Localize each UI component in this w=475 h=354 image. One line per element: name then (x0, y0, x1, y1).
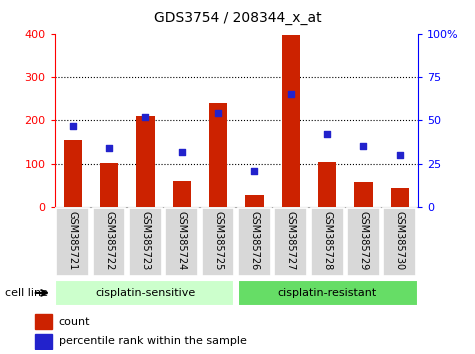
Text: GSM385725: GSM385725 (213, 211, 223, 270)
FancyBboxPatch shape (57, 209, 89, 276)
Text: GSM385728: GSM385728 (322, 211, 332, 270)
Bar (354, 182, 372, 207)
Bar (136, 116, 154, 207)
Bar (35, 334, 52, 348)
Point (69, 123, 76, 129)
Text: GSM385729: GSM385729 (359, 211, 369, 270)
Bar (35, 314, 52, 329)
FancyBboxPatch shape (238, 209, 271, 276)
Point (396, 152, 404, 158)
FancyBboxPatch shape (383, 209, 416, 276)
Text: GSM385721: GSM385721 (68, 211, 78, 270)
FancyBboxPatch shape (275, 209, 307, 276)
Bar (282, 35, 300, 207)
Point (287, 92, 294, 97)
FancyBboxPatch shape (311, 209, 343, 276)
FancyBboxPatch shape (202, 209, 235, 276)
FancyBboxPatch shape (238, 280, 418, 306)
Point (178, 149, 186, 154)
Bar (318, 161, 336, 207)
FancyBboxPatch shape (347, 209, 380, 276)
Point (105, 145, 113, 151)
Bar (391, 188, 409, 207)
Text: GSM385724: GSM385724 (177, 211, 187, 270)
Point (251, 168, 258, 173)
Bar (246, 195, 264, 207)
Point (323, 131, 331, 137)
Text: count: count (59, 316, 90, 327)
Bar (64, 140, 82, 207)
FancyBboxPatch shape (165, 209, 198, 276)
Bar (173, 181, 191, 207)
Text: GSM385730: GSM385730 (395, 211, 405, 270)
Text: cisplatin-sensitive: cisplatin-sensitive (95, 288, 196, 298)
Text: GSM385722: GSM385722 (104, 211, 114, 270)
Text: GSM385723: GSM385723 (141, 211, 151, 270)
Text: GDS3754 / 208344_x_at: GDS3754 / 208344_x_at (154, 11, 321, 25)
Text: GSM385727: GSM385727 (286, 211, 296, 270)
FancyBboxPatch shape (55, 280, 235, 306)
Point (214, 110, 222, 116)
FancyBboxPatch shape (93, 209, 125, 276)
Text: cell line: cell line (5, 288, 48, 298)
FancyBboxPatch shape (129, 209, 162, 276)
Bar (209, 103, 227, 207)
Text: percentile rank within the sample: percentile rank within the sample (59, 336, 247, 346)
Point (142, 114, 149, 120)
Text: GSM385726: GSM385726 (249, 211, 259, 270)
Bar (100, 163, 118, 207)
Point (360, 144, 367, 149)
Text: cisplatin-resistant: cisplatin-resistant (277, 288, 377, 298)
